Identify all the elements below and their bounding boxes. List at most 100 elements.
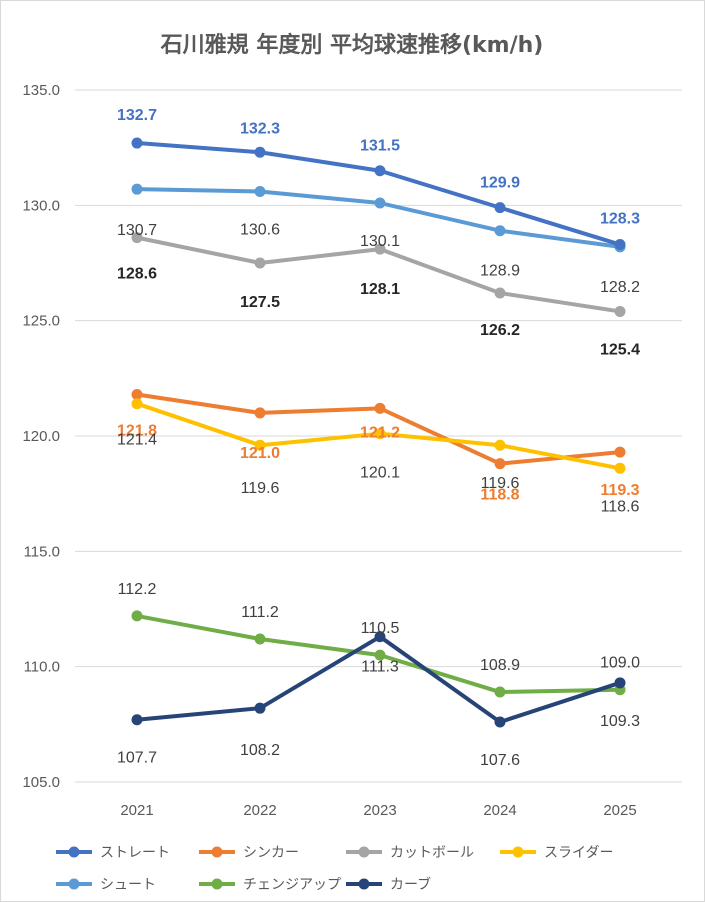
data-point: [374, 402, 386, 414]
data-label: 110.5: [361, 620, 400, 637]
data-labels: 132.7 132.3 131.5 129.9 128.3 121.8 121.0 121.2…: [117, 107, 640, 769]
data-label: 111.2: [241, 604, 279, 621]
legend-label: カットボール: [390, 845, 474, 861]
data-point: [254, 633, 266, 645]
legend-item: シンカー: [199, 845, 299, 861]
series-line: [135, 634, 622, 725]
x-tick-label: 2025: [603, 802, 636, 819]
data-point: [254, 185, 266, 197]
x-tick-label: 2023: [363, 802, 396, 819]
data-label: 109.0: [600, 655, 640, 672]
y-tick-label: 115.0: [24, 543, 60, 560]
data-label: 128.9: [480, 263, 520, 280]
legend-item: チェンジアップ: [199, 877, 341, 893]
data-label: 126.2: [480, 322, 520, 339]
data-point: [374, 197, 386, 209]
legend-marker: [512, 846, 524, 858]
data-point: [494, 202, 506, 214]
data-point: [614, 462, 626, 474]
data-label: 111.3: [361, 659, 399, 676]
data-label: 119.6: [241, 480, 280, 497]
data-label: 131.5: [360, 138, 400, 155]
data-label: 107.7: [117, 750, 157, 767]
chart-title: 石川雅規 年度別 平均球速推移(km/h): [160, 32, 544, 58]
data-point: [614, 239, 626, 251]
data-label: 121.4: [117, 432, 157, 449]
legend-label: シュート: [100, 877, 156, 893]
data-label: 108.9: [480, 657, 520, 674]
data-point: [254, 407, 266, 419]
series-3: [131, 232, 626, 317]
data-label: 121.2: [360, 424, 400, 441]
legend-item: カットボール: [346, 845, 474, 861]
y-tick-label: 105.0: [22, 774, 60, 791]
data-label: 125.4: [600, 341, 640, 358]
data-label: 129.9: [480, 175, 520, 192]
data-label: 121.0: [240, 445, 280, 462]
data-point: [374, 165, 386, 177]
data-point: [494, 287, 506, 299]
data-label: 119.6: [481, 475, 520, 492]
data-point: [494, 439, 506, 451]
data-point: [374, 428, 386, 440]
y-tick-label: 110.0: [24, 659, 60, 676]
x-tick-label: 2024: [483, 802, 516, 819]
series-4: [131, 398, 626, 474]
data-point: [131, 388, 143, 400]
data-label: 108.2: [240, 742, 280, 759]
data-point: [131, 398, 143, 410]
data-label: 128.6: [117, 266, 157, 283]
data-point: [254, 146, 266, 158]
data-point: [374, 631, 386, 643]
data-label: 132.3: [240, 120, 280, 137]
x-tick-label: 2022: [243, 802, 276, 819]
data-point: [131, 183, 143, 195]
data-point: [494, 716, 506, 728]
legend-label: スライダー: [544, 845, 613, 861]
data-label: 118.8: [480, 487, 519, 504]
data-label: 118.6: [601, 498, 640, 515]
legend-marker: [211, 878, 223, 890]
legend-marker: [358, 878, 370, 890]
data-point: [374, 243, 386, 255]
data-label: 120.1: [360, 465, 400, 482]
data-point: [131, 610, 143, 622]
y-axis-ticks: 105.0 110.0 115.0 120.0 125.0 130.0 135.0: [22, 82, 60, 791]
data-point: [494, 225, 506, 237]
data-point: [254, 257, 266, 269]
legend-label: チェンジアップ: [243, 877, 341, 893]
series-2: [131, 388, 626, 470]
legend-label: シンカー: [243, 845, 299, 861]
data-point: [614, 677, 626, 689]
data-label: 130.1: [360, 233, 400, 250]
data-label: 127.5: [240, 294, 280, 311]
legend-label: ストレート: [100, 845, 170, 861]
legend-marker: [68, 878, 80, 890]
y-tick-label: 120.0: [22, 428, 60, 445]
x-axis-ticks: 2021 2022 2023 2024 2025: [120, 802, 636, 819]
y-tick-label: 135.0: [22, 82, 60, 99]
data-label: 119.3: [600, 482, 639, 499]
data-point: [614, 305, 626, 317]
data-label: 107.6: [480, 752, 520, 769]
data-point: [374, 649, 386, 661]
legend-item: シュート: [56, 877, 156, 893]
legend-item: ストレート: [56, 845, 170, 861]
data-point: [614, 446, 626, 458]
data-label: 130.6: [240, 221, 280, 238]
series-7: [131, 631, 626, 728]
data-point: [131, 714, 143, 726]
data-label: 128.3: [600, 211, 640, 228]
data-label: 112.2: [118, 581, 157, 598]
data-point: [494, 686, 506, 698]
x-tick-label: 2021: [120, 802, 153, 819]
legend-marker: [358, 846, 370, 858]
data-label: 109.3: [600, 713, 640, 730]
data-point: [494, 458, 506, 470]
data-point: [131, 137, 143, 149]
series-6: [131, 610, 626, 698]
legend-item: カーブ: [346, 876, 431, 893]
